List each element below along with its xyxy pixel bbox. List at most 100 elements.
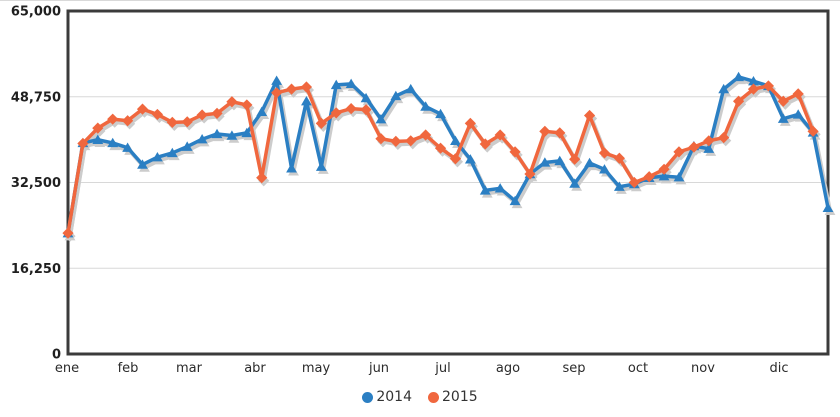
data-point-2015 xyxy=(732,95,745,107)
data-point-2015 xyxy=(494,129,506,141)
data-point-2015 xyxy=(479,138,491,150)
data-point-2014 xyxy=(435,108,446,119)
data-point-2014 xyxy=(733,71,744,82)
data-point-2015 xyxy=(181,116,193,128)
y-tick-label: 65,000 xyxy=(11,5,61,20)
data-point-2014 xyxy=(599,164,610,174)
x-tick-label-mar: mar xyxy=(176,361,203,376)
data-point-2014 xyxy=(345,78,357,89)
data-point-2015 xyxy=(315,117,327,129)
data-point-2015 xyxy=(360,104,372,116)
data-point-2015 xyxy=(375,133,387,145)
data-point-2015 xyxy=(583,109,596,122)
data-point-2015 xyxy=(569,153,581,165)
y-tick-label: 0 xyxy=(52,348,61,363)
x-tick-label-jul: jul xyxy=(434,361,450,376)
data-point-2014 xyxy=(420,101,432,111)
data-point-2014 xyxy=(718,83,730,94)
y-tick-label: 48,750 xyxy=(11,90,61,105)
series-shadow-2015 xyxy=(68,86,817,237)
series-line-2014 xyxy=(66,75,830,234)
data-point-2015 xyxy=(196,109,208,121)
data-point-2015 xyxy=(390,135,402,147)
data-point-2015 xyxy=(464,117,476,129)
data-point-2015 xyxy=(688,141,700,153)
x-tick-label-ene: ene xyxy=(55,361,79,376)
data-point-2015 xyxy=(256,172,268,184)
data-point-2014 xyxy=(166,147,178,158)
data-point-2014 xyxy=(241,127,253,138)
data-point-2014 xyxy=(584,157,595,168)
series-line-2015 xyxy=(66,84,815,234)
data-point-2014 xyxy=(539,157,551,167)
data-point-2014 xyxy=(658,170,670,181)
data-point-2015 xyxy=(673,146,685,158)
x-tick-label-nov: nov xyxy=(691,361,715,376)
data-point-2015 xyxy=(658,163,670,175)
data-point-2015 xyxy=(524,168,536,180)
data-point-2015 xyxy=(77,137,89,150)
data-point-2015 xyxy=(122,115,134,127)
data-point-2015 xyxy=(345,103,357,115)
data-point-2015 xyxy=(300,81,313,93)
data-point-2015 xyxy=(509,146,521,158)
data-point-2014 xyxy=(271,75,283,85)
x-tick-label-ago: ago xyxy=(496,361,520,376)
data-point-2014 xyxy=(479,185,491,195)
data-point-2014 xyxy=(673,172,685,182)
x-tick-label-sep: sep xyxy=(562,361,585,376)
x-tick-label-abr: abr xyxy=(244,361,266,376)
data-point-2014 xyxy=(509,195,521,206)
data-point-2015 xyxy=(747,83,760,95)
data-point-2014 xyxy=(330,79,342,90)
data-point-2015 xyxy=(226,96,238,108)
data-point-2014 xyxy=(390,90,402,101)
data-point-2015 xyxy=(166,116,178,128)
legend-item-2014: 2014 xyxy=(362,389,412,405)
data-point-2014 xyxy=(375,113,387,124)
data-point-2015 xyxy=(777,95,789,107)
data-point-2015 xyxy=(241,99,253,111)
data-point-2014 xyxy=(181,141,193,151)
data-point-2014 xyxy=(822,202,834,213)
legend-marker-2015-icon xyxy=(428,391,439,403)
data-point-2015 xyxy=(762,80,774,92)
data-point-2015 xyxy=(151,108,164,121)
legend: 2014 2015 xyxy=(0,389,840,405)
data-point-2014 xyxy=(494,183,506,193)
data-point-2014 xyxy=(703,143,715,153)
data-point-2015 xyxy=(271,87,283,99)
data-point-2014 xyxy=(360,92,372,103)
data-point-2014 xyxy=(256,106,268,116)
data-point-2015 xyxy=(613,152,625,164)
data-point-2014 xyxy=(286,163,297,173)
data-point-2014 xyxy=(554,155,566,166)
data-point-2014 xyxy=(464,154,476,164)
data-point-2014 xyxy=(405,83,417,94)
data-point-2014 xyxy=(569,178,581,188)
legend-item-2015: 2015 xyxy=(428,389,478,405)
data-point-2015 xyxy=(136,103,149,115)
data-point-2015 xyxy=(554,127,566,139)
data-point-2014 xyxy=(301,96,312,106)
y-tick-label: 16,250 xyxy=(11,262,61,277)
data-point-2014 xyxy=(226,130,238,140)
data-point-2015 xyxy=(62,227,74,239)
data-point-2014 xyxy=(92,134,104,144)
data-point-2014 xyxy=(315,161,327,171)
x-tick-label-dic: dic xyxy=(769,361,788,376)
data-point-2014 xyxy=(748,75,759,86)
data-point-2015 xyxy=(628,176,640,189)
data-point-2015 xyxy=(792,88,804,100)
data-point-2015 xyxy=(107,113,119,125)
y-tick-label: 32,500 xyxy=(11,176,61,191)
data-point-2014 xyxy=(792,109,804,119)
x-tick-label-may: may xyxy=(302,361,331,376)
x-tick-label-oct: oct xyxy=(628,361,648,376)
legend-label-2015: 2015 xyxy=(442,389,478,405)
data-point-2015 xyxy=(330,107,342,119)
data-point-2015 xyxy=(718,132,730,144)
data-point-2014 xyxy=(777,113,789,123)
plot-border xyxy=(66,9,830,356)
